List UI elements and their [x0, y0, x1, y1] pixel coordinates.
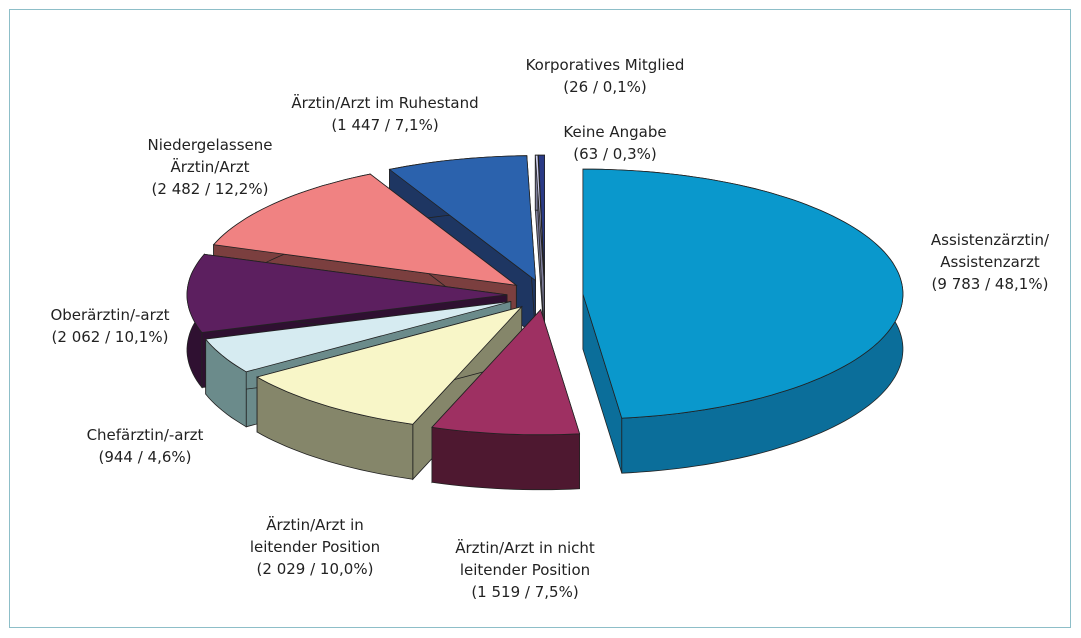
- slice-top: [537, 154, 545, 281]
- slice-label: Keine Angabe: [563, 123, 666, 141]
- slice-label: leitender Position: [460, 561, 590, 579]
- slice-top: [256, 305, 523, 425]
- slice-top: [388, 155, 537, 282]
- slice: [534, 154, 545, 336]
- slice-label: leitender Position: [250, 538, 380, 556]
- slice-outer-wall: [431, 426, 580, 491]
- slice-value-label: (9 783 / 48,1%): [932, 275, 1049, 293]
- slice-label: Ärztin/Arzt in nicht: [455, 538, 595, 557]
- slice-value-label: (2 482 / 12,2%): [152, 180, 269, 198]
- slice-label: Ärztin/Arzt im Ruhestand: [291, 93, 478, 112]
- slice-top: [431, 308, 581, 436]
- slice-value-label: (1 519 / 7,5%): [471, 583, 578, 601]
- slice-top: [212, 173, 518, 286]
- slice-value-label: (63 / 0,3%): [573, 145, 657, 163]
- slice-label: Ärztin/Arzt in: [266, 515, 364, 534]
- slice-label: Assistenzärztin/: [931, 231, 1050, 249]
- slice-label: Niedergelassene: [148, 136, 273, 154]
- slice-top: [204, 301, 511, 373]
- slice-top: [534, 154, 545, 281]
- slice-label: Ärztin/Arzt: [170, 157, 249, 176]
- slice-value-label: (2 029 / 10,0%): [257, 560, 374, 578]
- slice-top: [186, 253, 508, 333]
- slice-value-label: (944 / 4,6%): [98, 448, 191, 466]
- slice-value-label: (26 / 0,1%): [563, 78, 647, 96]
- slice: [431, 308, 581, 491]
- slice-label: Assistenzarzt: [940, 253, 1040, 271]
- slice-top: [582, 168, 904, 419]
- slice-value-label: (1 447 / 7,1%): [331, 116, 438, 134]
- slice: [582, 168, 904, 474]
- slice-value-label: (2 062 / 10,1%): [52, 328, 169, 346]
- slice-label: Chefärztin/-arzt: [87, 426, 204, 444]
- slice-label: Oberärztin/-arzt: [50, 306, 169, 324]
- slice-label: Korporatives Mitglied: [526, 56, 685, 74]
